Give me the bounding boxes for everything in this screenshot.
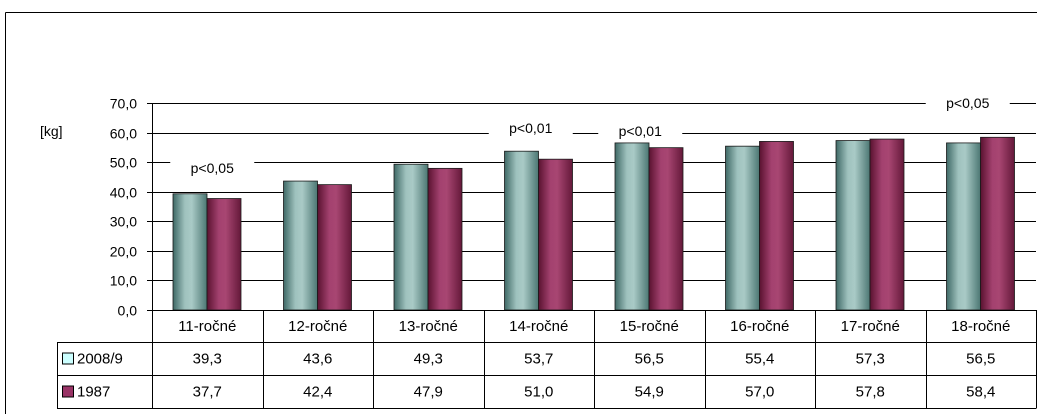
chart-frame — [5, 12, 1037, 414]
table-cell-s2-c1: 37,7 — [193, 384, 222, 401]
bar-s2-c8 — [980, 136, 1015, 311]
table-cell-s2-c5: 54,9 — [635, 384, 664, 401]
x-tick-label: 18-ročné — [951, 318, 1010, 335]
annotation-background — [488, 118, 573, 138]
bar-s2-c7 — [869, 138, 905, 311]
x-tick-label: 14-ročné — [509, 318, 568, 335]
bar-s1-c5 — [614, 142, 650, 311]
bars — [172, 136, 1015, 311]
annotation-background — [598, 121, 683, 141]
bar-s1-c6 — [725, 145, 760, 311]
table-cell-s1-c8: 56,5 — [966, 351, 995, 368]
y-tick-label: 60,0 — [110, 126, 137, 142]
y-tick-label: 70,0 — [110, 96, 137, 112]
annotation-background — [170, 158, 255, 178]
table-cell-s1-c2: 43,6 — [303, 351, 332, 368]
bar-s1-c3 — [393, 163, 429, 311]
x-tick-label: 15-ročné — [620, 318, 679, 335]
legend-label-s2: 1987 — [77, 384, 110, 401]
bar-s2-c4 — [538, 158, 573, 311]
y-axis-label: [kg] — [40, 123, 63, 139]
table-cell-s2-c3: 47,9 — [414, 384, 443, 401]
x-tick-label: 17-ročné — [841, 318, 900, 335]
x-tick-label: 16-ročné — [730, 318, 789, 335]
table-cell-s2-c6: 57,0 — [745, 384, 774, 401]
annotation-background — [925, 93, 1010, 113]
significance-annotations: p<0,05 p<0,01 p<0,01 p<0,05 — [170, 93, 1010, 178]
x-tick-label: 13-ročné — [399, 318, 458, 335]
table-cell-s1-c6: 55,4 — [745, 351, 774, 368]
significance-annotation: p<0,01 — [619, 123, 662, 139]
table-cell-s2-c2: 42,4 — [303, 384, 332, 401]
bar-s1-c2 — [283, 180, 318, 311]
bar-s2-c5 — [648, 147, 684, 311]
legend-label-s1: 2008/9 — [77, 351, 123, 368]
bar-s1-c4 — [504, 150, 539, 311]
bar-s2-c6 — [759, 141, 794, 311]
table-cell-s2-c7: 57,8 — [856, 384, 885, 401]
bar-s2-c2 — [317, 184, 352, 311]
data-table: 11-ročné 12-ročné 13-ročné 14-ročné 15-ročné… — [57, 310, 1037, 409]
table-cell-s1-c1: 39,3 — [193, 351, 222, 368]
x-tick-label: 11-ročné — [178, 318, 236, 335]
table-cell-s1-c3: 49,3 — [414, 351, 443, 368]
y-tick-label: 0,0 — [118, 303, 138, 319]
y-tick-label: 10,0 — [110, 273, 137, 289]
bar-s1-c1 — [172, 193, 208, 311]
x-tick-label: 12-ročné — [288, 318, 347, 335]
significance-annotation: p<0,05 — [191, 160, 234, 176]
table-cell-s1-c5: 56,5 — [635, 351, 664, 368]
table-cell-s2-c4: 51,0 — [524, 384, 553, 401]
y-tick-label: 30,0 — [110, 214, 137, 230]
bar-s1-c7 — [835, 140, 871, 311]
significance-annotation: p<0,01 — [509, 120, 552, 136]
bar-s1-c8 — [946, 142, 981, 311]
legend-key-s2 — [62, 385, 74, 398]
table-cell-s1-c4: 53,7 — [524, 351, 553, 368]
y-tick-label: 40,0 — [110, 185, 137, 201]
legend-key-s1 — [62, 352, 74, 365]
y-tick-label: 50,0 — [110, 155, 137, 171]
significance-annotation: p<0,05 — [946, 95, 989, 111]
bar-s2-c1 — [206, 198, 242, 311]
bar-s2-c3 — [427, 167, 463, 311]
table-cell-s2-c8: 58,4 — [966, 384, 995, 401]
y-tick-label: 20,0 — [110, 244, 137, 260]
table-cell-s1-c7: 57,3 — [856, 351, 885, 368]
